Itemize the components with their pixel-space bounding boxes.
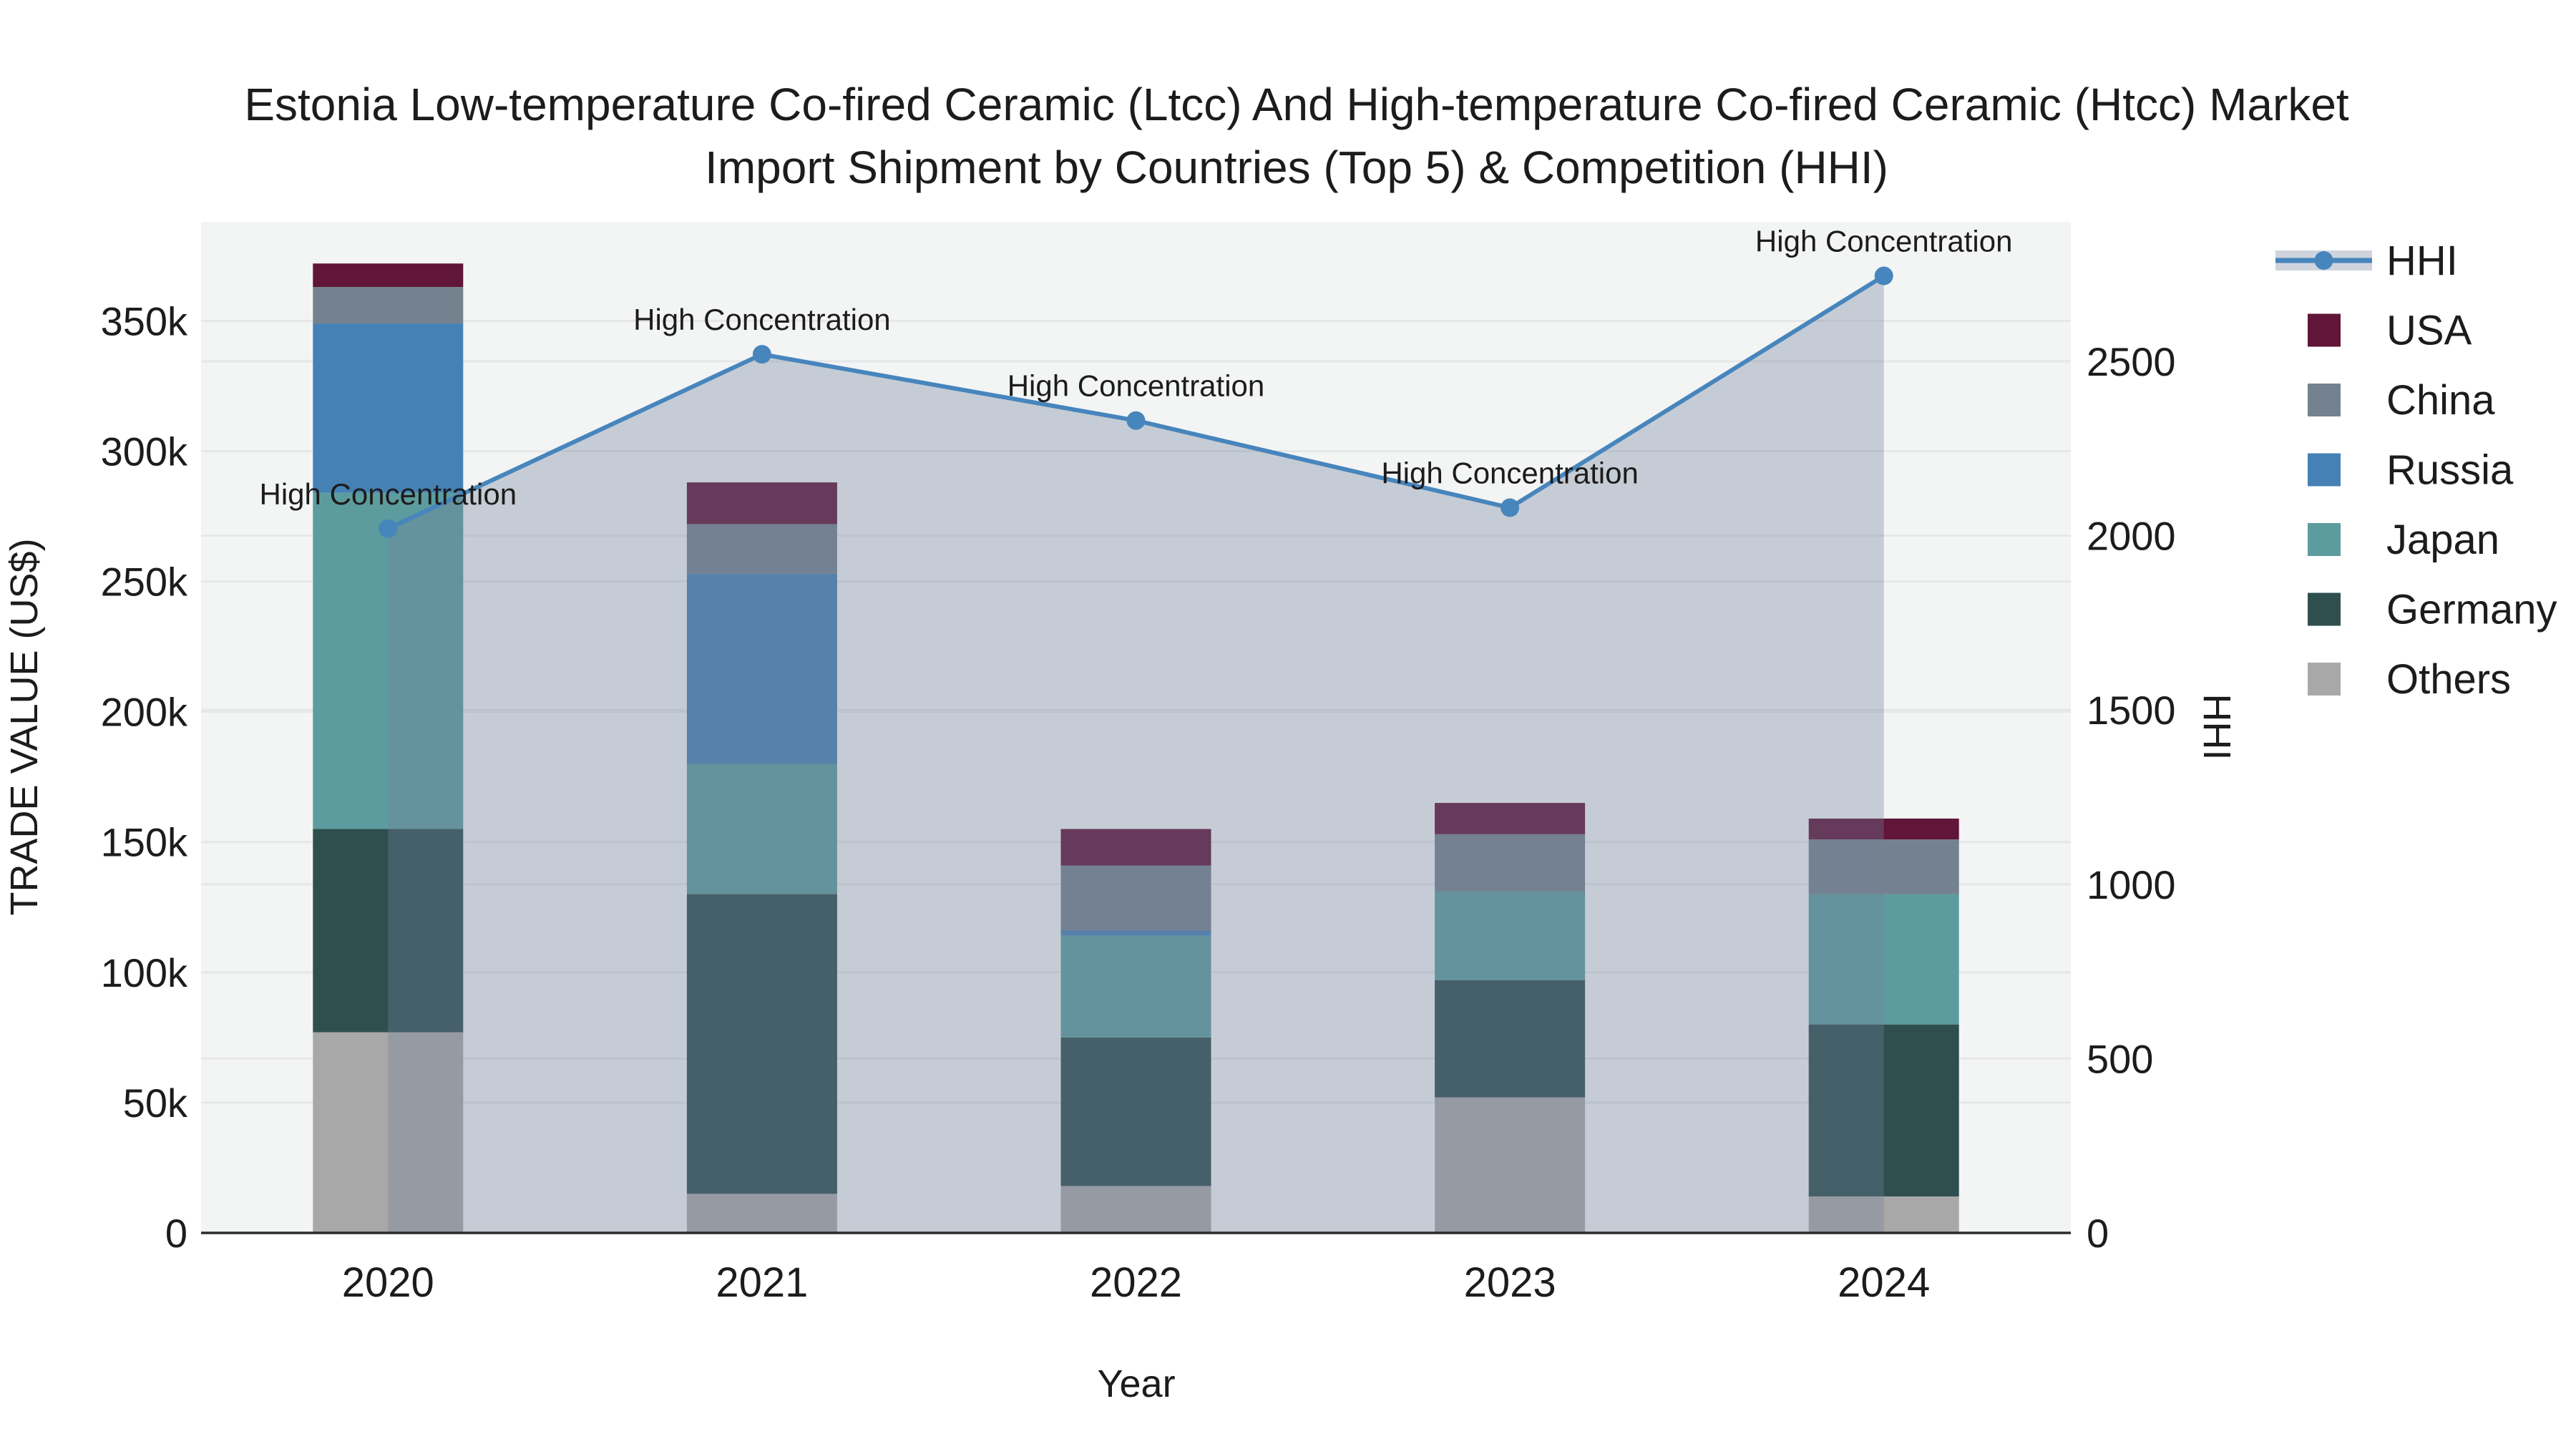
x-tick-2020: 2020	[342, 1259, 434, 1306]
bar-segment-usa-2022[interactable]	[1060, 829, 1211, 866]
hhi-line-layer	[379, 266, 1893, 538]
bar-segment-china-2022[interactable]	[1060, 865, 1211, 931]
legend-label-china: China	[2386, 377, 2495, 424]
bar-segment-japan-2023[interactable]	[1435, 891, 1586, 980]
y-right-tick-2500: 2500	[2087, 339, 2176, 384]
hhi-point-2020[interactable]	[379, 519, 398, 538]
x-tick-2021: 2021	[716, 1259, 808, 1306]
legend-swatch-russia-icon	[2306, 452, 2342, 488]
bar-segment-germany-2023[interactable]	[1435, 980, 1586, 1098]
bar-segment-china-2021[interactable]	[686, 524, 837, 574]
bar-segment-japan-2022[interactable]	[1060, 935, 1211, 1038]
bar-segment-germany-2021[interactable]	[686, 894, 837, 1194]
legend-label-hhi: HHI	[2386, 238, 2458, 284]
x-tick-2024: 2024	[1838, 1259, 1930, 1306]
annotation-layer: High Concentration High Concentration High…	[260, 225, 2013, 511]
bar-segment-usa-2023[interactable]	[1435, 803, 1586, 834]
tick-label-layer: 0 50k 100k 150k 200k 250k 300k 350k 0 500 1000 1500…	[101, 298, 2176, 1306]
x-axis-title: Year	[1097, 1362, 1175, 1405]
bar-segment-others-2023[interactable]	[1435, 1097, 1586, 1233]
y-left-tick-150k: 150k	[101, 820, 188, 865]
annotation-high-concentration-2021: High Concentration	[633, 303, 891, 336]
legend-item-japan[interactable]: Japan	[2306, 517, 2499, 563]
hhi-point-2021[interactable]	[752, 345, 771, 364]
legend: HHI USA China Russia Japan Germany Others	[2275, 238, 2557, 703]
legend-item-others[interactable]: Others	[2306, 656, 2511, 703]
y-left-tick-300k: 300k	[101, 429, 188, 474]
legend-hhi-marker-icon	[2314, 251, 2333, 270]
bar-segment-japan-2020[interactable]	[313, 492, 464, 829]
legend-label-germany: Germany	[2386, 587, 2557, 633]
bar-segment-germany-2022[interactable]	[1060, 1037, 1211, 1186]
y-left-tick-200k: 200k	[101, 690, 188, 735]
x-tick-2023: 2023	[1464, 1259, 1556, 1306]
bar-segment-russia-2021[interactable]	[686, 573, 837, 764]
y-right-tick-1000: 1000	[2087, 862, 2176, 907]
y-left-tick-50k: 50k	[123, 1080, 188, 1126]
legend-item-russia[interactable]: Russia	[2306, 447, 2514, 494]
legend-label-usa: USA	[2386, 308, 2472, 354]
annotation-high-concentration-2022: High Concentration	[1008, 369, 1265, 403]
bar-segment-usa-2024[interactable]	[1808, 818, 1959, 840]
bar-segment-usa-2021[interactable]	[686, 482, 837, 525]
legend-item-hhi[interactable]: HHI	[2275, 238, 2458, 284]
legend-item-germany[interactable]: Germany	[2306, 587, 2557, 633]
bar-segment-china-2023[interactable]	[1435, 834, 1586, 892]
bar-segment-russia-2020[interactable]	[313, 323, 464, 493]
y-right-tick-500: 500	[2087, 1036, 2153, 1081]
bar-segment-russia-2022[interactable]	[1060, 930, 1211, 936]
bar-segment-others-2020[interactable]	[313, 1032, 464, 1233]
chart-title-line1: Estonia Low-temperature Co-fired Ceramic…	[244, 79, 2349, 130]
y-left-tick-350k: 350k	[101, 298, 188, 343]
bar-segment-others-2021[interactable]	[686, 1194, 837, 1233]
bar-segment-china-2020[interactable]	[313, 287, 464, 324]
bar-segment-usa-2020[interactable]	[313, 263, 464, 288]
y-left-tick-100k: 100k	[101, 950, 188, 995]
x-tick-2022: 2022	[1090, 1259, 1182, 1306]
annotation-high-concentration-2023: High Concentration	[1381, 457, 1639, 490]
y-left-tick-0: 0	[165, 1211, 187, 1256]
legend-label-russia: Russia	[2386, 447, 2514, 494]
annotation-high-concentration-2020: High Concentration	[260, 477, 517, 511]
chart-title-line2: Import Shipment by Countries (Top 5) & C…	[705, 142, 1888, 193]
bar-segment-japan-2024[interactable]	[1808, 894, 1959, 1025]
hhi-point-2024[interactable]	[1874, 266, 1893, 286]
bar-segment-germany-2024[interactable]	[1808, 1024, 1959, 1197]
legend-swatch-china-icon	[2306, 382, 2342, 418]
y-right-tick-0: 0	[2087, 1211, 2109, 1256]
bar-segment-germany-2020[interactable]	[313, 829, 464, 1033]
hhi-point-2023[interactable]	[1501, 498, 1520, 517]
bar-segment-china-2024[interactable]	[1808, 839, 1959, 894]
y-right-axis-title: HHI	[2195, 694, 2238, 761]
y-left-tick-250k: 250k	[101, 560, 188, 605]
legend-swatch-japan-icon	[2306, 522, 2342, 557]
annotation-high-concentration-2024: High Concentration	[1755, 225, 2013, 258]
y-right-tick-2000: 2000	[2087, 514, 2176, 559]
bar-segment-others-2024[interactable]	[1808, 1196, 1959, 1233]
bar-segment-japan-2021[interactable]	[686, 763, 837, 894]
y-left-axis-title: TRADE VALUE (US$)	[3, 538, 46, 915]
legend-swatch-others-icon	[2306, 661, 2342, 697]
legend-swatch-germany-icon	[2306, 591, 2342, 628]
legend-label-others: Others	[2386, 656, 2511, 703]
bar-segment-others-2022[interactable]	[1060, 1186, 1211, 1233]
y-right-tick-1500: 1500	[2087, 688, 2176, 733]
legend-label-japan: Japan	[2386, 517, 2499, 563]
legend-item-usa[interactable]: USA	[2306, 308, 2472, 354]
stacked-bars-layer	[313, 263, 1959, 1233]
legend-swatch-usa-icon	[2306, 312, 2342, 348]
legend-item-china[interactable]: China	[2306, 377, 2495, 424]
hhi-point-2022[interactable]	[1126, 411, 1146, 430]
